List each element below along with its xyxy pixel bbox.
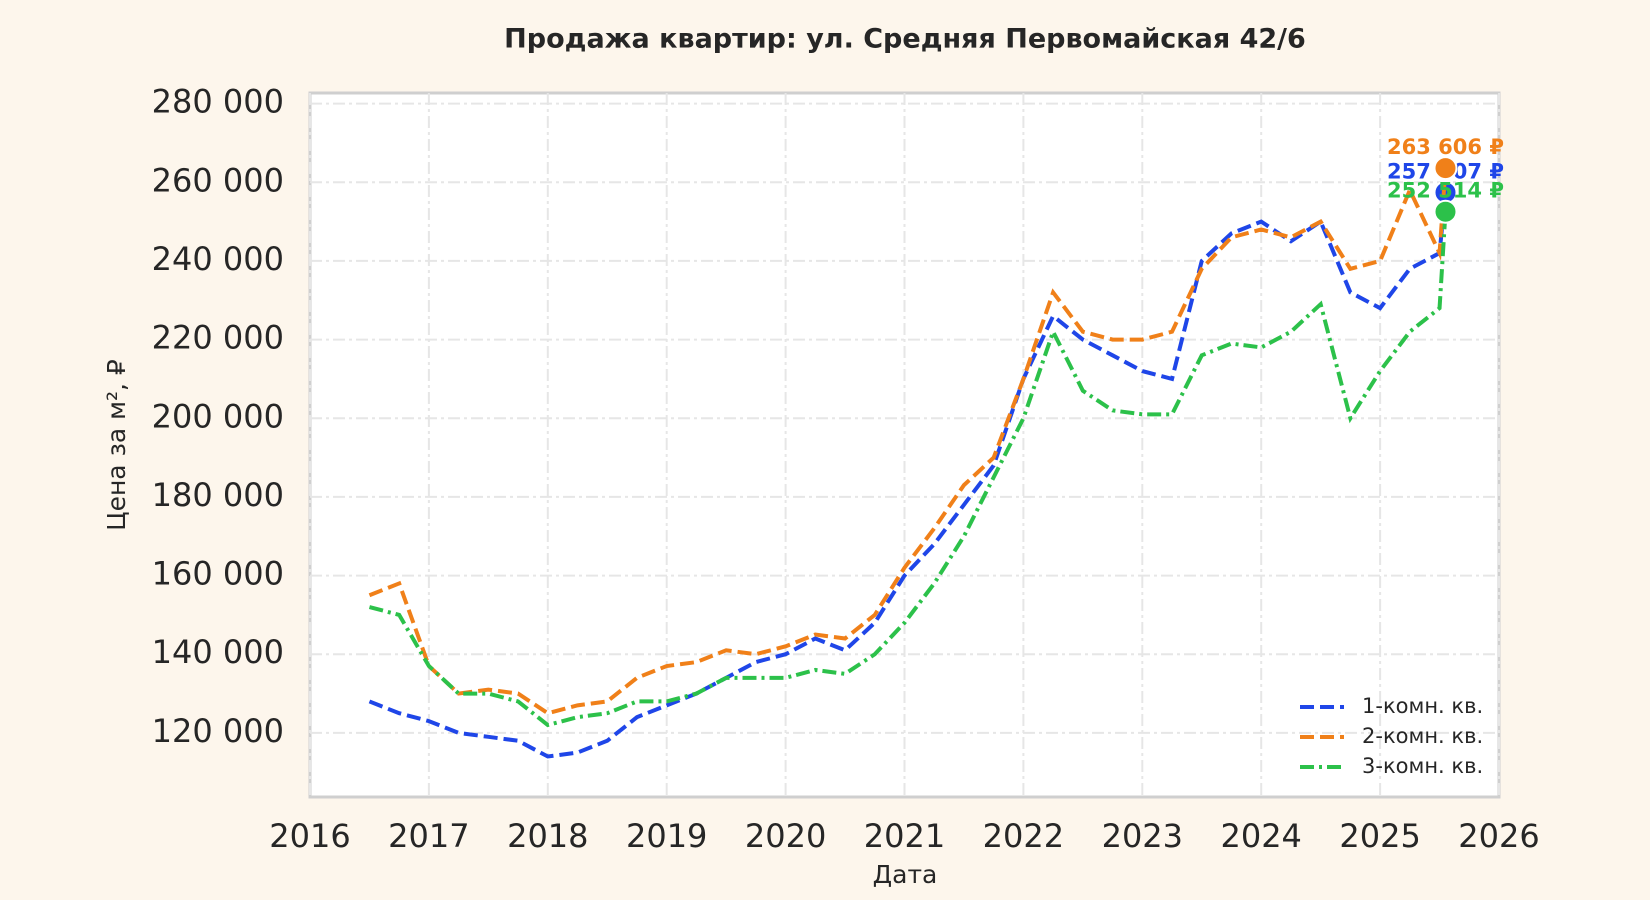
x-tick-label: 2018 bbox=[507, 817, 588, 855]
y-tick-label: 200 000 bbox=[152, 397, 284, 435]
series-line bbox=[368, 192, 1448, 759]
legend-label: 3-комн. кв. bbox=[1362, 754, 1483, 778]
x-tick-label: 2017 bbox=[388, 817, 469, 855]
data-label: 252 514 ₽ bbox=[1387, 179, 1504, 203]
series-line bbox=[368, 167, 1448, 716]
legend-label: 1-комн. кв. bbox=[1362, 694, 1483, 718]
y-tick-label: 140 000 bbox=[152, 633, 284, 671]
y-tick-label: 220 000 bbox=[152, 319, 284, 357]
x-tick-label: 2025 bbox=[1339, 817, 1420, 855]
x-tick-label: 2021 bbox=[864, 817, 945, 855]
x-axis-label: Дата bbox=[873, 860, 938, 889]
y-tick-label: 160 000 bbox=[152, 555, 284, 593]
end-marker bbox=[1433, 156, 1458, 181]
y-tick-label: 120 000 bbox=[152, 712, 284, 750]
y-tick-label: 240 000 bbox=[152, 240, 284, 278]
x-tick-label: 2026 bbox=[1458, 817, 1539, 855]
y-axis-label: Цена за м², ₽ bbox=[102, 359, 131, 531]
end-marker bbox=[1433, 199, 1458, 224]
y-tick-label: 280 000 bbox=[152, 83, 284, 121]
legend-label: 2-комн. кв. bbox=[1362, 724, 1483, 748]
y-tick-label: 260 000 bbox=[152, 161, 284, 199]
data-label: 263 606 ₽ bbox=[1387, 135, 1504, 159]
y-tick-label: 180 000 bbox=[152, 476, 284, 514]
x-tick-label: 2016 bbox=[269, 817, 350, 855]
x-tick-label: 2019 bbox=[626, 817, 707, 855]
x-tick-label: 2022 bbox=[983, 817, 1064, 855]
x-tick-label: 2024 bbox=[1220, 817, 1301, 855]
x-tick-label: 2023 bbox=[1102, 817, 1183, 855]
x-tick-label: 2020 bbox=[745, 817, 826, 855]
chart-title: Продажа квартир: ул. Средняя Первомайска… bbox=[504, 24, 1306, 55]
